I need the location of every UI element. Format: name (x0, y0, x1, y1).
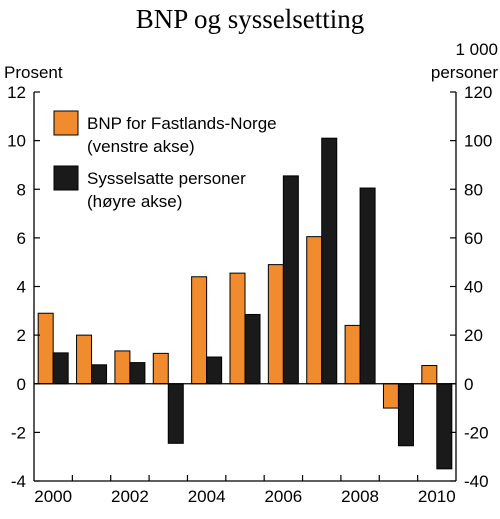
right-tick-label: 60 (464, 229, 483, 248)
bar-bnp-2010 (421, 365, 438, 385)
right-tick-label: 100 (464, 132, 492, 151)
legend-label-sysselsatte: Sysselsatte personer (87, 169, 246, 188)
left-axis-unit-label: Prosent (4, 63, 63, 82)
bar-bnp-2007 (306, 236, 323, 385)
bar-bnp-2000 (37, 312, 54, 385)
right-tick-label: 40 (464, 278, 483, 297)
right-tick-label: 0 (464, 375, 473, 394)
chart-title: BNP og sysselsetting (136, 4, 365, 34)
x-tick-label: 2008 (341, 487, 379, 506)
right-axis-unit-label-line2: personer (431, 63, 498, 82)
bar-sysselsatte-2001 (91, 364, 108, 385)
bar-sysselsatte-2010 (436, 383, 453, 470)
bar-sysselsatte-2008 (359, 187, 376, 385)
bar-sysselsatte-2003 (167, 383, 184, 444)
bar-sysselsatte-2007 (321, 137, 338, 385)
bar-bnp-2004 (191, 276, 208, 385)
legend-swatch-bnp (53, 110, 79, 136)
bar-bnp-2002 (114, 350, 131, 385)
left-tick-label: 10 (7, 132, 26, 151)
left-tick-label: 0 (17, 375, 26, 394)
bar-bnp-2001 (76, 334, 93, 385)
left-tick-label: 8 (17, 180, 26, 199)
legend-label-bnp: BNP for Fastlands-Norge (87, 114, 277, 133)
bar-sysselsatte-2009 (397, 383, 414, 447)
bar-sysselsatte-2006 (282, 175, 299, 385)
right-tick-label: -40 (464, 472, 489, 491)
legend-swatch-sysselsatte (53, 165, 79, 191)
bar-bnp-2008 (344, 324, 361, 385)
right-tick-label: 120 (464, 83, 492, 102)
left-tick-label: -2 (11, 423, 26, 442)
bar-sysselsatte-2000 (52, 352, 69, 385)
bar-bnp-2003 (152, 352, 169, 385)
right-tick-label: 20 (464, 326, 483, 345)
x-tick-label: 2002 (111, 487, 149, 506)
bars-group (37, 137, 453, 470)
bar-sysselsatte-2002 (129, 362, 146, 385)
x-tick-label: 2004 (188, 487, 226, 506)
right-tick-label: 80 (464, 180, 483, 199)
legend-label-sysselsatte: (høyre akse) (87, 192, 182, 211)
legend: BNP for Fastlands-Norge (venstre akse) Sys… (53, 110, 277, 211)
bar-bnp-2006 (267, 264, 284, 385)
bar-sysselsatte-2005 (244, 313, 261, 385)
legend-label-bnp: (venstre akse) (87, 137, 195, 156)
right-tick-label: -20 (464, 423, 489, 442)
left-tick-label: -4 (11, 472, 26, 491)
bar-bnp-2005 (229, 272, 246, 385)
left-tick-label: 6 (17, 229, 26, 248)
left-tick-label: 2 (17, 326, 26, 345)
right-axis-unit-label-line1: 1 000 (455, 40, 498, 59)
bar-bnp-2009 (382, 383, 399, 409)
x-tick-label: 2010 (418, 487, 456, 506)
x-tick-label: 2000 (34, 487, 72, 506)
left-tick-label: 12 (7, 83, 26, 102)
bar-sysselsatte-2004 (206, 356, 223, 385)
left-tick-label: 4 (17, 278, 26, 297)
x-tick-label: 2006 (264, 487, 302, 506)
